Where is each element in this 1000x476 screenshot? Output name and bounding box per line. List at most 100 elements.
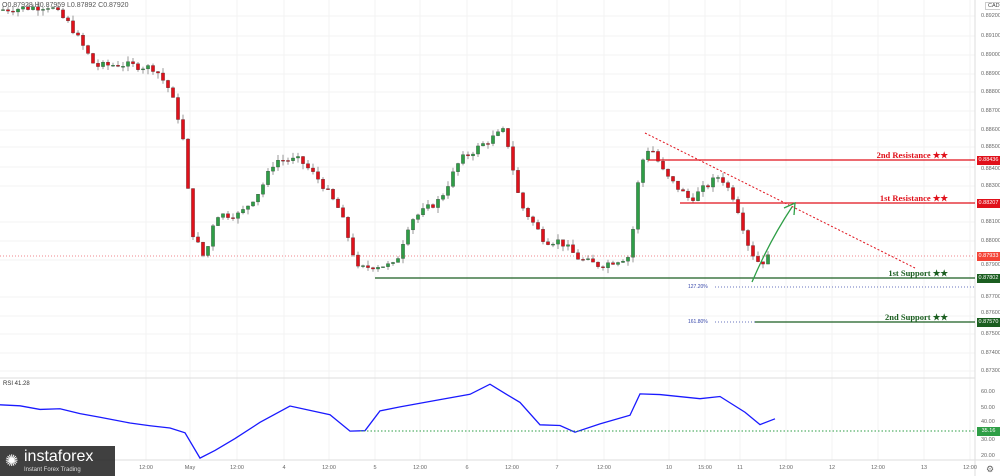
arrow-head-icon [783, 201, 796, 216]
candle [376, 267, 380, 270]
candle [26, 6, 30, 10]
resistance1-price-tag: 0.88207 [977, 199, 1000, 208]
candle [291, 157, 295, 161]
candle [86, 45, 90, 54]
candle [531, 216, 535, 223]
candle [656, 151, 660, 162]
candle [11, 10, 15, 13]
candle [726, 182, 730, 188]
candle [131, 61, 135, 64]
candle [396, 258, 400, 263]
support1-label: 1st Support ★★ [888, 268, 948, 278]
candle [756, 256, 760, 262]
candle [501, 128, 505, 132]
candle [461, 154, 465, 164]
candle [686, 190, 690, 198]
projection-arrow [751, 206, 793, 283]
candle [711, 177, 715, 188]
price-tick: 0.88900 [981, 70, 1000, 77]
candle [391, 262, 395, 264]
candle [616, 262, 620, 265]
candle [61, 9, 65, 19]
candle [311, 167, 315, 172]
rsi-line [0, 383, 776, 459]
candle [456, 163, 460, 172]
candle [121, 66, 125, 68]
candle [526, 208, 530, 218]
candle [401, 244, 405, 259]
candle [101, 61, 105, 67]
resistance2-label: 2nd Resistance ★★ [876, 150, 948, 160]
downtrend-line[interactable] [644, 132, 916, 269]
time-tick: 12:00 [597, 465, 611, 471]
candle [276, 160, 280, 168]
fib-127-label: 127.20% [688, 284, 708, 290]
candle [206, 246, 210, 256]
candle [306, 163, 310, 169]
candle [761, 261, 765, 265]
candle [676, 180, 680, 190]
price-tick: 0.88000 [981, 237, 1000, 244]
candle [641, 159, 645, 183]
candle [316, 171, 320, 180]
candle [221, 213, 225, 218]
candle [506, 128, 510, 147]
candle [626, 257, 630, 262]
candle [566, 244, 570, 247]
currency-label[interactable]: CAD [985, 2, 1000, 10]
rsi-tick: 50.00 [981, 404, 995, 411]
time-tick: 10 [665, 465, 673, 471]
candle [171, 87, 175, 98]
candle [731, 187, 735, 200]
candle [571, 244, 575, 253]
candle [136, 63, 140, 70]
candle [601, 266, 605, 268]
time-tick: 12:00 [139, 465, 153, 471]
candle [321, 179, 325, 189]
settings-gear-icon[interactable]: ⚙ [986, 464, 995, 474]
candle [141, 68, 145, 71]
candle [746, 230, 750, 246]
current-price-tag: 0.87933 [977, 252, 1000, 261]
price-tick: 0.87700 [981, 293, 1000, 300]
ohlc-readout: O0.87928 H0.87959 L0.87892 C0.87920 [2, 2, 129, 9]
candle [516, 170, 520, 193]
candle [196, 236, 200, 243]
price-tick: 0.88700 [981, 107, 1000, 114]
candle [211, 225, 215, 247]
time-tick: 12:00 [779, 465, 793, 471]
candle [621, 260, 625, 263]
candle [71, 20, 75, 34]
candle [241, 209, 245, 214]
candle [186, 138, 190, 189]
time-tick: 11 [737, 465, 743, 471]
price-tick: 0.88800 [981, 88, 1000, 95]
time-tick: 4 [282, 465, 286, 471]
candle [326, 188, 330, 190]
candle [1, 9, 5, 11]
instaforex-logo: ✺ instaforex Instant Forex Trading [0, 446, 115, 476]
candle [176, 97, 180, 120]
price-tick: 0.88500 [981, 143, 1000, 150]
candle [716, 177, 720, 179]
candle [281, 160, 285, 162]
candle [146, 65, 150, 70]
fib-161-label: 161.80% [688, 319, 708, 325]
time-tick: 12 [828, 465, 836, 471]
candle [721, 177, 725, 183]
candle [766, 254, 770, 265]
time-tick: 6 [465, 465, 469, 471]
candle [151, 65, 155, 72]
time-tick: 12:00 [230, 465, 244, 471]
support1-price-tag: 0.87802 [977, 274, 1000, 283]
candle [736, 199, 740, 214]
candle [651, 150, 655, 153]
candle [561, 239, 565, 247]
resistance1-label: 1st Resistance ★★ [879, 193, 948, 203]
candle [246, 205, 250, 210]
candle [296, 156, 300, 159]
candle [556, 239, 560, 245]
time-tick: 5 [373, 465, 377, 471]
candle [371, 267, 375, 270]
